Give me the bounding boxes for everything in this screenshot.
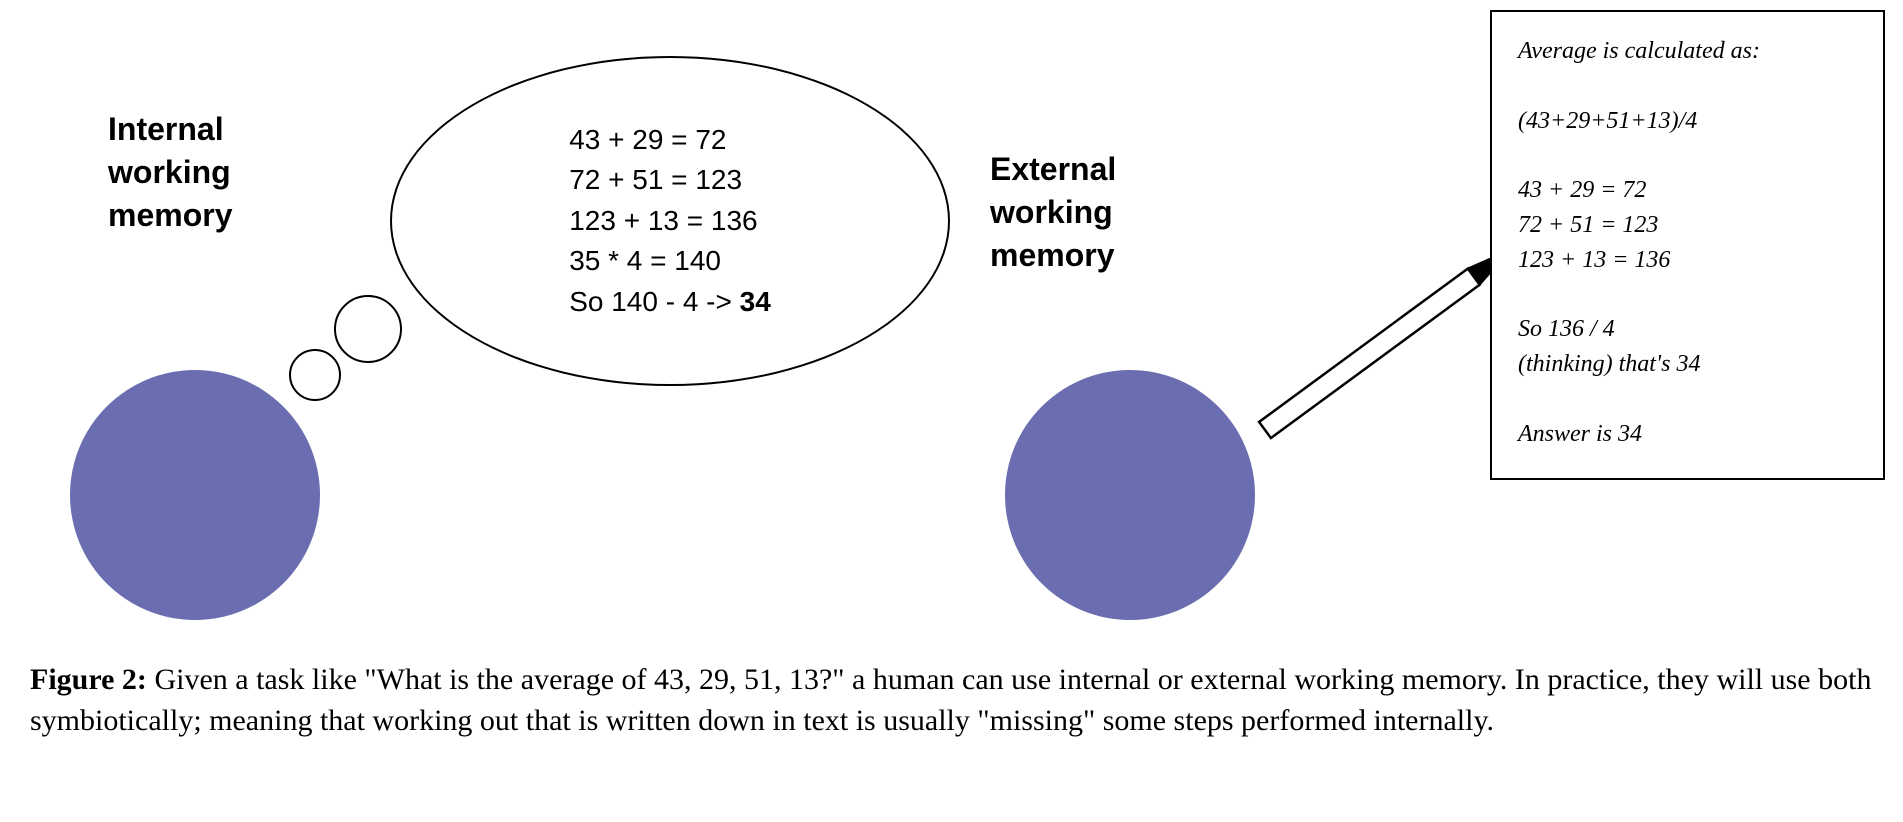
thought-trail-2	[334, 295, 402, 363]
pencil-icon	[1245, 230, 1530, 450]
thought-trail-1	[289, 349, 341, 401]
thought-bubble: 43 + 29 = 72 72 + 51 = 123 123 + 13 = 13…	[390, 56, 950, 386]
thought-text: 43 + 29 = 72 72 + 51 = 123 123 + 13 = 13…	[569, 120, 771, 323]
external-memory-label: External working memory	[990, 148, 1116, 278]
diagram-area: Internal working memory 43 + 29 = 72 72 …	[0, 0, 1903, 640]
left-agent-circle	[70, 370, 320, 620]
figure-caption: Figure 2: Given a task like "What is the…	[30, 660, 1873, 741]
figure-caption-text: Given a task like "What is the average o…	[30, 663, 1871, 737]
notepad: Average is calculated as: (43+29+51+13)/…	[1490, 10, 1885, 480]
figure-label: Figure 2:	[30, 663, 147, 696]
internal-memory-label: Internal working memory	[108, 108, 233, 238]
right-agent-circle	[1005, 370, 1255, 620]
